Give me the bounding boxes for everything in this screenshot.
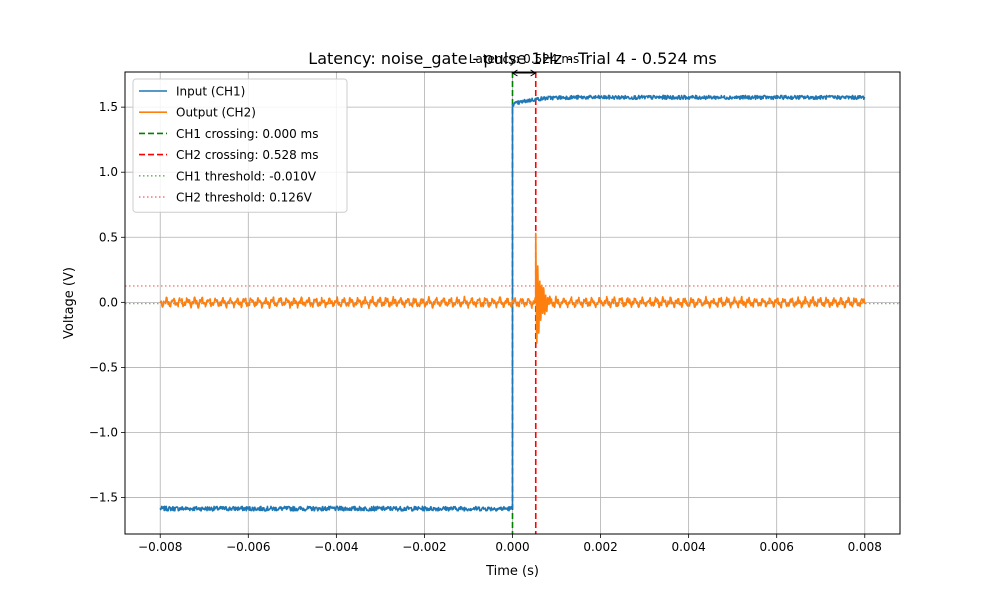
latency-annotation-text: Latency: 0.524 ms	[469, 52, 580, 66]
latency-arrow-head-right	[530, 69, 537, 77]
latency-annotation: Latency: 0.524 ms	[469, 52, 580, 77]
x-axis-label: Time (s)	[485, 564, 539, 579]
x-tick-label: 0.006	[760, 540, 794, 554]
x-tick-label: 0.008	[848, 540, 882, 554]
legend-label-0: Input (CH1)	[176, 85, 245, 99]
ticks: −0.008 −0.006 −0.004 −0.002 0.000 0.002 0.004 0…	[89, 100, 882, 554]
series-line-0	[159, 94, 866, 512]
y-tick-label: −1.5	[89, 491, 118, 505]
x-tick-label: −0.006	[226, 540, 270, 554]
legend-box	[132, 78, 348, 213]
y-axis-label: Voltage (V)	[62, 267, 77, 339]
x-tick-label: −0.008	[138, 540, 182, 554]
y-tick-label: 1.5	[99, 100, 118, 114]
legend-label-4: CH1 threshold: -0.010V	[176, 169, 317, 183]
legend-label-3: CH2 crossing: 0.528 ms	[176, 148, 319, 162]
legend-label-1: Output (CH2)	[176, 106, 256, 120]
y-tick-label: 0.5	[99, 230, 118, 244]
series-lines	[159, 94, 866, 512]
x-tick-label: 0.000	[495, 540, 529, 554]
chart-title: Latency: noise_gate - pulse 1Hz - Trial …	[308, 49, 716, 69]
y-tick-label: −1.0	[89, 425, 118, 439]
x-tick-label: 0.002	[583, 540, 617, 554]
x-tick-label: −0.002	[402, 540, 446, 554]
legend-label-5: CH2 threshold: 0.126V	[176, 191, 313, 205]
x-tick-label: 0.004	[671, 540, 705, 554]
x-tick-label: −0.004	[314, 540, 358, 554]
series-line-1	[159, 232, 866, 344]
legend: Input (CH1) Output (CH2) CH1 crossing: 0.0…	[132, 78, 348, 213]
latency-arrow-head-left	[511, 69, 518, 77]
y-tick-label: 0.0	[99, 295, 118, 309]
legend-label-2: CH1 crossing: 0.000 ms	[176, 127, 319, 141]
y-tick-label: −0.5	[89, 360, 118, 374]
y-tick-label: 1.0	[99, 165, 118, 179]
